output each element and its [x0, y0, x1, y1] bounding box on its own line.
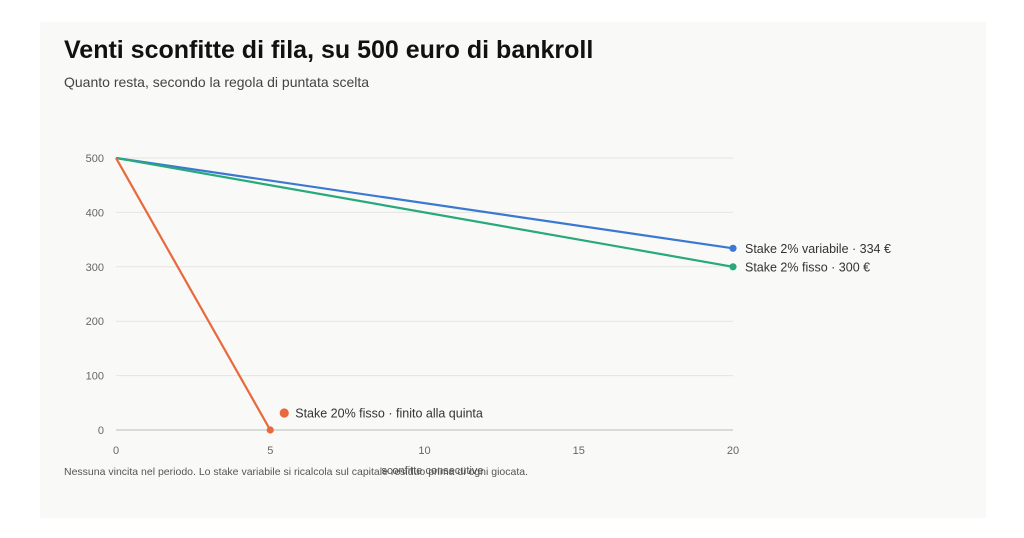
- y-tick-label: 200: [86, 316, 104, 328]
- x-axis-ticks: 0 5 10 15 20: [113, 445, 739, 457]
- x-tick-label: 5: [267, 445, 273, 457]
- y-tick-label: 100: [86, 371, 104, 383]
- series-label-fisso2: Stake 2% fisso · 300 €: [745, 260, 870, 274]
- x-tick-label: 0: [113, 445, 119, 457]
- chart-title: Venti sconfitte di fila, su 500 euro di …: [64, 36, 594, 64]
- series-end-point-fisso2: [729, 263, 737, 271]
- grid-lines: [116, 157, 733, 377]
- series-group: Stake 2% variabile · 334 € Stake 2% fisso…: [115, 156, 891, 434]
- series-line-variabile: [115, 156, 734, 250]
- series-end-point-fisso20: [266, 426, 274, 434]
- series-line-fisso20: [115, 157, 272, 431]
- y-tick-label: 400: [86, 207, 104, 219]
- series-label-fisso20: Stake 20% fisso · finito alla quinta: [295, 407, 483, 421]
- x-tick-label: 15: [573, 445, 585, 457]
- y-tick-label: 500: [86, 153, 104, 165]
- chart-subtitle: Quanto resta, secondo la regola di punta…: [64, 74, 370, 90]
- series-end-point-variabile: [729, 244, 737, 252]
- series-label-variabile: Stake 2% variabile · 334 €: [745, 242, 891, 256]
- chart-card: [40, 22, 986, 518]
- chart-footnote: Nessuna vincita nel periodo. Lo stake va…: [64, 466, 528, 478]
- y-tick-label: 0: [98, 425, 104, 437]
- series-label-marker-fisso20: [279, 408, 289, 418]
- y-axis-ticks: 0 100 200 300 400 500: [86, 153, 104, 437]
- x-tick-label: 10: [418, 445, 430, 457]
- x-tick-label: 20: [727, 445, 739, 457]
- series-line-fisso2: [115, 156, 734, 268]
- x-axis-label: sconfitte consecutive: [381, 465, 483, 477]
- y-tick-label: 300: [86, 262, 104, 274]
